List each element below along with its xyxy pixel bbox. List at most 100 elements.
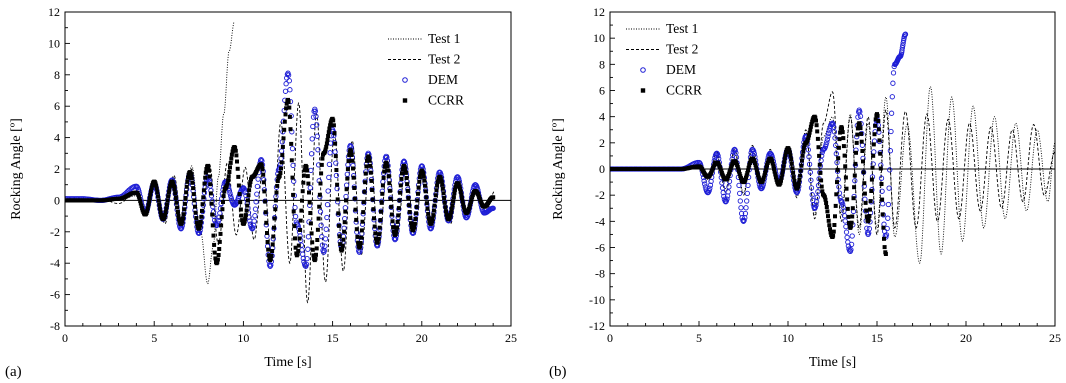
y-tick-label: 2: [599, 136, 605, 150]
series-ccrr-point-288: [282, 127, 287, 132]
series-ccrr-point-304: [292, 224, 297, 229]
series-ccrr-point-508: [422, 178, 427, 183]
series-dem-point-309: [848, 247, 854, 253]
series-ccrr-point-232: [800, 158, 804, 163]
series-ccrr-point-320: [302, 168, 307, 173]
x-tick-label: 10: [237, 331, 249, 345]
series-dem-point-287: [834, 159, 840, 166]
series-ccrr-point-217: [236, 183, 241, 188]
series-ccrr-point-205: [229, 156, 234, 161]
series-ccrr-point-357: [879, 182, 884, 186]
series-ccrr-point-102: [163, 210, 168, 215]
series-ccrr-point-108: [167, 186, 172, 191]
series-ccrr-point-148: [193, 204, 197, 209]
series-dem-point-300: [842, 218, 848, 224]
series-ccrr-point-234: [247, 183, 252, 188]
series-ccrr-point-290: [836, 145, 841, 150]
series-ccrr-point-440: [379, 209, 383, 214]
series-dem-point-307: [847, 248, 853, 254]
series-ccrr-point-213: [787, 150, 792, 155]
series-ccrr-point-395: [350, 158, 355, 163]
series-ccrr-point-344: [317, 192, 322, 197]
series-ccrr-point-453: [387, 181, 392, 186]
series-dem-point-295: [285, 72, 292, 78]
series-ccrr-point-404: [356, 240, 361, 245]
series-ccrr-point-300: [289, 158, 294, 163]
series-ccrr-point-79: [149, 188, 153, 193]
series-ccrr-point-260: [817, 162, 822, 167]
series-ccrr-point-421: [366, 155, 371, 160]
series-dem-point-79: [702, 181, 708, 187]
series-dem-point-129: [733, 154, 740, 160]
series-ccrr-point-255: [261, 172, 266, 177]
series-ccrr-point-557: [453, 185, 458, 190]
series-dem-point-109: [721, 193, 727, 200]
series-ccrr-point-551: [449, 207, 454, 211]
series-ccrr-point-488: [409, 225, 414, 229]
y-tick-label: -2: [50, 225, 60, 239]
series-ccrr-point-374: [337, 223, 341, 228]
y-tick-label: 6: [599, 84, 605, 98]
series-ccrr-point-214: [788, 153, 793, 158]
series-ccrr-point-255: [814, 123, 819, 128]
series-ccrr-point-204: [228, 160, 233, 165]
series-dem-point-318: [300, 255, 306, 262]
series-ccrr-point-306: [847, 220, 851, 225]
series-ccrr-point-176: [210, 223, 215, 228]
series-ccrr-point-318: [301, 180, 306, 185]
series-ccrr-point-193: [221, 194, 226, 199]
series-dem-point-326: [305, 234, 312, 240]
series-ccrr-point-302: [844, 186, 849, 191]
series-ccrr-point-158: [752, 161, 757, 165]
series-ccrr-point-282: [831, 229, 836, 234]
series-ccrr-point-443: [380, 183, 385, 188]
series-ccrr-point-276: [828, 227, 832, 232]
series-dem-point-372: [888, 128, 894, 135]
series-ccrr-point-330: [862, 181, 867, 186]
series-ccrr-point-269: [823, 197, 828, 202]
series-ccrr-point-431: [373, 231, 378, 236]
series-ccrr-point-157: [198, 219, 203, 224]
series-ccrr-point-276: [274, 190, 279, 195]
series-ccrr-point-411: [360, 219, 365, 224]
series-ccrr-point-233: [247, 188, 252, 193]
series-dem-point-185: [215, 218, 222, 224]
series-dem-point-294: [838, 199, 845, 205]
series-dem-point-239: [250, 225, 256, 231]
series-ccrr-point-454: [387, 188, 392, 193]
series-ccrr-point-273: [826, 214, 830, 219]
series-ccrr-point-427: [370, 197, 375, 202]
series-ccrr-point-459: [391, 225, 396, 230]
series-ccrr-point-316: [853, 161, 858, 166]
series-dem-point-87: [707, 185, 713, 191]
series-ccrr-point-511: [424, 195, 429, 200]
series-ccrr-point-491: [411, 227, 416, 232]
series-ccrr-point-312: [297, 236, 302, 241]
series-ccrr-point-163: [756, 173, 761, 178]
series-ccrr-point-271: [271, 234, 276, 239]
series-ccrr-point-164: [203, 175, 208, 180]
series-dem-point-281: [830, 121, 836, 127]
series-ccrr-point-150: [194, 216, 199, 220]
series-dem-point-126: [178, 226, 184, 232]
series-ccrr-point-418: [365, 158, 369, 163]
series-ccrr-point-198: [224, 183, 229, 188]
series-ccrr-point-186: [217, 247, 222, 251]
series-ccrr-point-283: [279, 166, 283, 171]
series-dem-point-388: [345, 162, 351, 168]
series-ccrr-point-394: [349, 153, 354, 157]
series-ccrr-point-361: [882, 236, 886, 241]
series-dem-point-301: [289, 145, 296, 152]
series-ccrr-point-257: [815, 136, 820, 141]
series-ccrr-point-442: [380, 191, 385, 196]
series-ccrr-point-580: [468, 202, 473, 207]
series-dem-point-133: [736, 182, 742, 189]
series-ccrr-point-446: [382, 164, 387, 169]
legend-test-2-label: Test 2: [666, 42, 698, 57]
series-ccrr-point-183: [215, 260, 220, 265]
series-ccrr-point-289: [282, 119, 287, 124]
series-ccrr-point-332: [310, 240, 315, 245]
series-dem-point-247: [255, 176, 261, 182]
series-dem-point-373: [888, 110, 895, 116]
series-dem-point-242: [252, 213, 258, 219]
